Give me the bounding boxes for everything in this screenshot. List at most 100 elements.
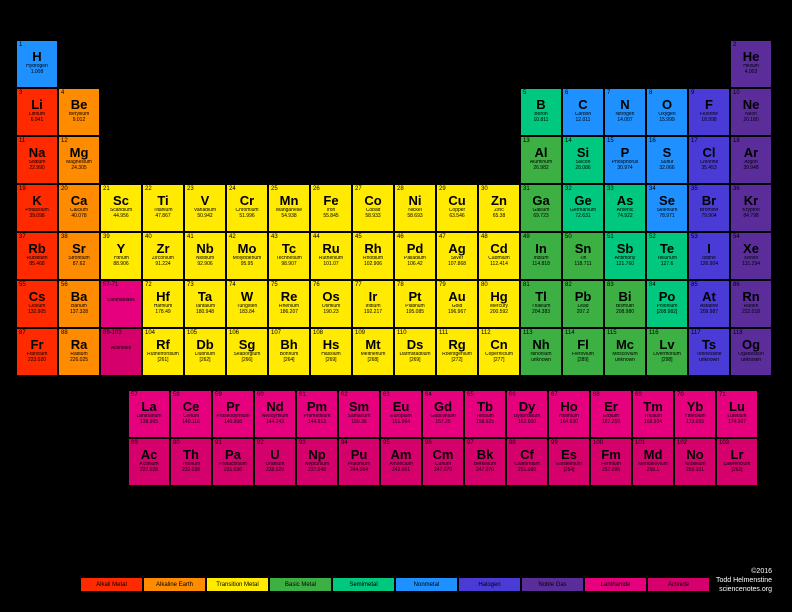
element-cell-Li: 3LiLithium6.941: [16, 88, 58, 136]
atomic-number: 65: [467, 392, 474, 398]
element-symbol: O: [649, 98, 685, 111]
atomic-mass: 121.760: [607, 262, 643, 268]
element-symbol: Mt: [355, 338, 391, 351]
atomic-mass: 88.906: [103, 262, 139, 268]
atomic-mass: 4.003: [733, 70, 769, 76]
element-cell-Db: 105DbDubnium[262]: [184, 328, 226, 376]
atomic-number: 63: [383, 392, 390, 398]
element-cell-Y: 39YYttrium88.906: [100, 232, 142, 280]
element-cell-P: 15PPhosphorus30.974: [604, 136, 646, 184]
atomic-mass: 223.020: [19, 358, 55, 364]
element-symbol: Pt: [397, 290, 433, 303]
atomic-number: 88: [61, 330, 68, 336]
atomic-number: 12: [61, 138, 68, 144]
element-name: Actinides: [103, 346, 139, 352]
element-cell-Si: 14SiSilicon28.086: [562, 136, 604, 184]
element-cell-U: 92UUranium238.029: [254, 438, 296, 486]
atomic-mass: 106.42: [397, 262, 433, 268]
element-symbol: P: [607, 146, 643, 159]
atomic-mass: 259.101: [677, 468, 713, 474]
element-symbol: Sc: [103, 194, 139, 207]
element-symbol: Sg: [229, 338, 265, 351]
atomic-mass: 183.84: [229, 310, 265, 316]
element-cell-Se: 34SeSelenium78.971: [646, 184, 688, 232]
atomic-number: 23: [187, 186, 194, 192]
atomic-number: 106: [229, 330, 239, 336]
atomic-number: 1: [19, 42, 22, 48]
element-symbol: Ba: [61, 290, 97, 303]
atomic-mass: unknown: [733, 358, 769, 364]
atomic-number: 93: [299, 440, 306, 446]
element-cell-Br: 35BrBromine79.904: [688, 184, 730, 232]
element-cell-Pr: 59PrPraseodymium140.908: [212, 390, 254, 438]
atomic-number: 107: [271, 330, 281, 336]
element-cell-Fr: 87FrFrancium223.020: [16, 328, 58, 376]
atomic-mass: 209.987: [691, 310, 727, 316]
atomic-number: 71: [719, 392, 726, 398]
element-symbol: Cm: [425, 448, 461, 461]
atomic-number: 57-71: [103, 282, 118, 288]
element-cell-Lv: 116LvLivermorium[298]: [646, 328, 688, 376]
element-symbol: U: [257, 448, 293, 461]
atomic-number: 50: [565, 234, 572, 240]
element-cell-Ar: 18ArArgon39.948: [730, 136, 772, 184]
atomic-mass: 51.996: [229, 214, 265, 220]
atomic-number: 17: [691, 138, 698, 144]
element-cell-Bi: 83BiBismuth208.980: [604, 280, 646, 328]
element-symbol: Rf: [145, 338, 181, 351]
atomic-number: 18: [733, 138, 740, 144]
atomic-mass: [262]: [719, 468, 755, 474]
atomic-number: 39: [103, 234, 110, 240]
element-cell-Hf: 72HfHafnium178.49: [142, 280, 184, 328]
atomic-mass: 84.798: [733, 214, 769, 220]
element-symbol: La: [131, 400, 167, 413]
atomic-mass: 144.243: [257, 420, 293, 426]
atomic-number: 40: [145, 234, 152, 240]
atomic-mass: [277]: [481, 358, 517, 364]
element-cell-Lu: 71LuLutetium174.967: [716, 390, 758, 438]
atomic-mass: 138.905: [131, 420, 167, 426]
atomic-number: 61: [299, 392, 306, 398]
atomic-number: 37: [19, 234, 26, 240]
atomic-mass: 114.818: [523, 262, 559, 268]
element-cell-Ce: 58CeCerium140.116: [170, 390, 212, 438]
element-symbol: Ir: [355, 290, 391, 303]
atomic-mass: 63.546: [439, 214, 475, 220]
element-cell-F: 9FFluorine18.998: [688, 88, 730, 136]
atomic-mass: 87.62: [61, 262, 97, 268]
periodic-table-fblock: 57LaLanthanum138.90558CeCerium140.11659P…: [128, 390, 758, 486]
atomic-mass: [262]: [187, 358, 223, 364]
atomic-mass: 69.723: [523, 214, 559, 220]
atomic-number: 101: [635, 440, 645, 446]
atomic-number: 32: [565, 186, 572, 192]
atomic-mass: 244.064: [341, 468, 377, 474]
atomic-mass: 74.922: [607, 214, 643, 220]
element-symbol: Tb: [467, 400, 503, 413]
element-symbol: Ta: [187, 290, 223, 303]
element-cell-Rg: 111RgRoentgenium[272]: [436, 328, 478, 376]
atomic-mass: 15.999: [649, 118, 685, 124]
atomic-mass: 26.982: [523, 166, 559, 172]
atomic-number: 91: [215, 440, 222, 446]
atomic-number: 6: [565, 90, 568, 96]
atomic-number: 81: [523, 282, 530, 288]
atomic-mass: 12.011: [565, 118, 601, 124]
element-cell-I: 53IIodine126.904: [688, 232, 730, 280]
atomic-mass: 95.95: [229, 262, 265, 268]
element-symbol: Pr: [215, 400, 251, 413]
element-symbol: Ar: [733, 146, 769, 159]
atomic-number: 51: [607, 234, 614, 240]
element-symbol: Re: [271, 290, 307, 303]
element-symbol: Cu: [439, 194, 475, 207]
element-symbol: Cr: [229, 194, 265, 207]
element-symbol: Sn: [565, 242, 601, 255]
element-symbol: Cd: [481, 242, 517, 255]
element-symbol: As: [607, 194, 643, 207]
atomic-mass: 91.224: [145, 262, 181, 268]
legend-semimetal: Semimetal: [332, 577, 395, 592]
atomic-mass: [261]: [145, 358, 181, 364]
atomic-number: 103: [719, 440, 729, 446]
atomic-mass: 158.925: [467, 420, 503, 426]
atomic-mass: 137.328: [61, 310, 97, 316]
atomic-number: 8: [649, 90, 652, 96]
